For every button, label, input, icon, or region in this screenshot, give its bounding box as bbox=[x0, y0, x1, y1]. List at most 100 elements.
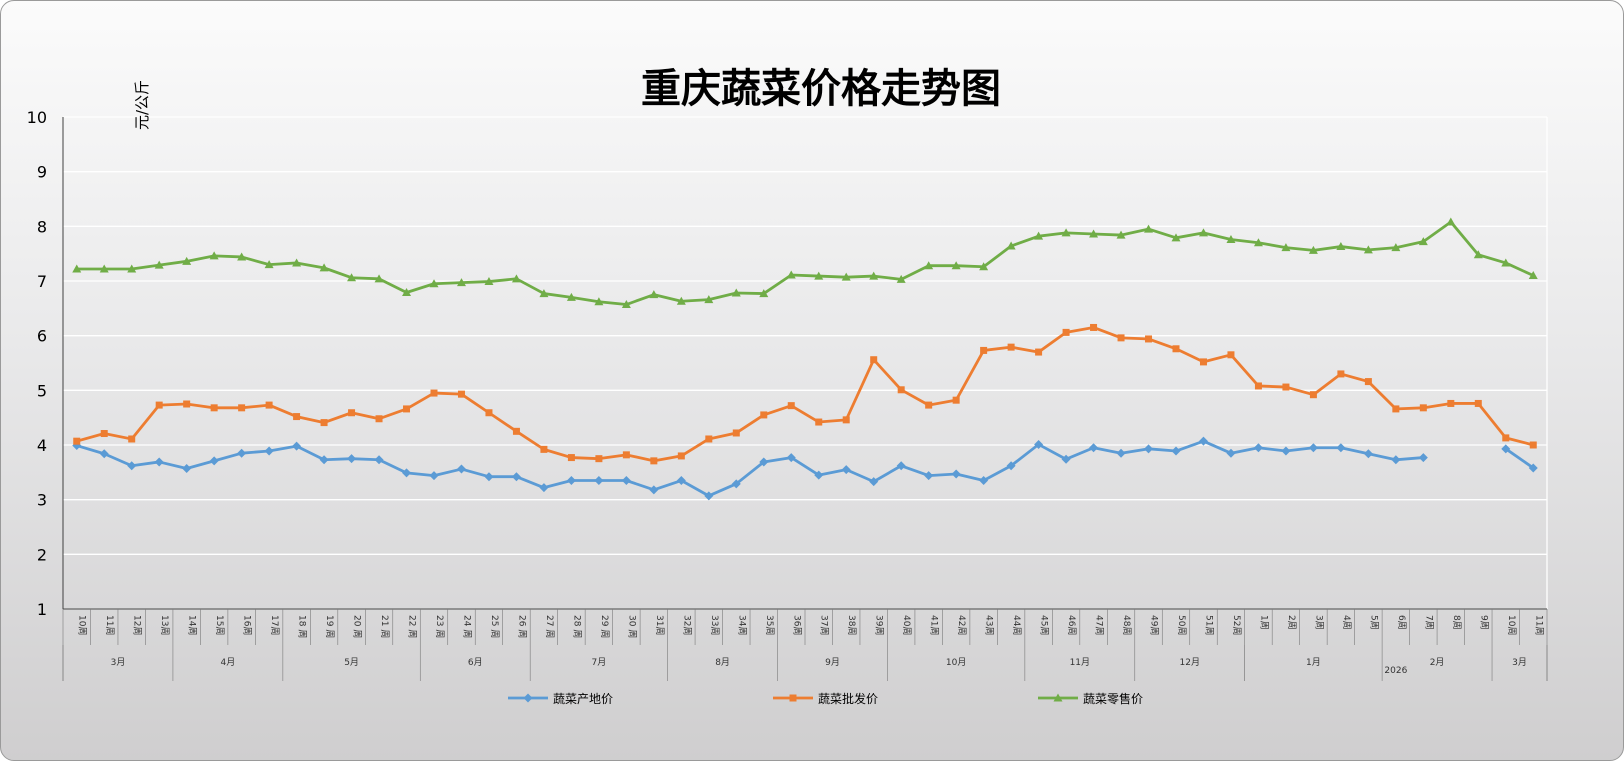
data-point bbox=[1198, 228, 1208, 237]
data-point bbox=[896, 461, 906, 471]
data-point bbox=[1117, 334, 1125, 342]
data-point bbox=[1474, 399, 1482, 407]
data-point bbox=[1501, 258, 1511, 267]
data-point bbox=[319, 455, 329, 465]
data-point bbox=[182, 256, 192, 265]
x-tick-label: 10周 bbox=[1506, 615, 1517, 635]
x-tick-label: 29 周 bbox=[599, 615, 610, 638]
x-tick-label: 20 周 bbox=[352, 615, 363, 638]
x-tick-label: 7周 bbox=[1423, 615, 1434, 630]
month-label: 3月 bbox=[1512, 657, 1527, 668]
data-point bbox=[1007, 343, 1015, 351]
data-point bbox=[1447, 399, 1455, 407]
data-point bbox=[1034, 231, 1044, 240]
data-point bbox=[841, 272, 851, 281]
data-point bbox=[292, 441, 302, 451]
data-point bbox=[841, 465, 851, 475]
x-tick-label: 24 周 bbox=[461, 615, 472, 638]
data-point bbox=[789, 694, 797, 702]
data-point bbox=[1116, 448, 1126, 458]
data-point bbox=[979, 476, 989, 486]
data-point bbox=[1336, 242, 1346, 251]
data-point bbox=[786, 453, 796, 463]
x-tick-label: 15周 bbox=[214, 615, 225, 635]
data-point bbox=[979, 262, 989, 271]
x-tick-label: 30 周 bbox=[626, 615, 637, 638]
data-point bbox=[72, 264, 82, 273]
data-point bbox=[1061, 454, 1071, 464]
legend-item-3: 蔬菜零售价 bbox=[1038, 691, 1143, 706]
y-tick-label: 8 bbox=[37, 217, 47, 236]
data-point bbox=[511, 472, 521, 482]
y-tick-label: 5 bbox=[37, 381, 47, 400]
data-point bbox=[924, 261, 934, 270]
data-point bbox=[567, 454, 575, 462]
data-point bbox=[1171, 233, 1181, 242]
x-tick-label: 9周 bbox=[1478, 615, 1489, 630]
data-point bbox=[1061, 228, 1071, 237]
series-3 bbox=[72, 217, 1538, 309]
legend-label: 蔬菜批发价 bbox=[818, 691, 878, 706]
data-point bbox=[430, 389, 438, 397]
data-point bbox=[99, 449, 109, 459]
legend-label: 蔬菜零售价 bbox=[1083, 691, 1143, 706]
data-point bbox=[264, 446, 274, 456]
x-tick-label: 37周 bbox=[819, 615, 830, 635]
data-point bbox=[1392, 405, 1400, 413]
data-point bbox=[595, 455, 603, 463]
data-point bbox=[815, 418, 823, 426]
data-point bbox=[951, 261, 961, 270]
x-tick-label: 38周 bbox=[846, 615, 857, 635]
data-point bbox=[732, 429, 740, 437]
data-point bbox=[320, 419, 328, 427]
data-point bbox=[1308, 245, 1318, 254]
x-tick-label: 32周 bbox=[681, 615, 692, 635]
data-point bbox=[1198, 436, 1208, 446]
data-point bbox=[209, 456, 219, 466]
data-point bbox=[402, 468, 412, 478]
data-point bbox=[704, 295, 714, 304]
month-label: 6月 bbox=[468, 657, 483, 668]
data-point bbox=[292, 258, 302, 267]
data-point bbox=[1116, 230, 1126, 239]
data-point bbox=[1053, 693, 1063, 702]
data-point bbox=[1062, 328, 1070, 336]
data-point bbox=[1035, 348, 1043, 356]
data-point bbox=[456, 464, 466, 474]
month-label: 5月 bbox=[344, 657, 359, 668]
data-point bbox=[731, 288, 741, 297]
data-point bbox=[512, 427, 520, 435]
data-point bbox=[1226, 234, 1236, 243]
data-point bbox=[484, 472, 494, 482]
x-tick-label: 4周 bbox=[1341, 615, 1352, 630]
y-axis-label: 元/公斤 bbox=[133, 80, 151, 130]
data-point bbox=[1391, 455, 1401, 465]
data-point bbox=[374, 455, 384, 465]
data-point bbox=[511, 274, 521, 283]
data-point bbox=[485, 409, 493, 417]
x-tick-label: 42周 bbox=[956, 615, 967, 635]
data-point bbox=[1419, 404, 1427, 412]
data-point bbox=[731, 479, 741, 489]
month-label: 8月 bbox=[715, 657, 730, 668]
data-point bbox=[1144, 224, 1154, 233]
month-label: 11月 bbox=[1070, 657, 1090, 668]
data-point bbox=[1226, 448, 1236, 458]
data-point bbox=[951, 469, 961, 479]
data-point bbox=[814, 271, 824, 280]
data-point bbox=[429, 279, 439, 288]
y-tick-label: 6 bbox=[37, 327, 47, 346]
y-tick-label: 1 bbox=[37, 600, 47, 619]
month-label: 1月 bbox=[1306, 657, 1321, 668]
data-point bbox=[1364, 378, 1372, 386]
year-label: 2026 bbox=[1384, 666, 1407, 676]
series-line bbox=[76, 439, 1424, 498]
month-label: 9月 bbox=[825, 657, 840, 668]
series-line bbox=[1504, 447, 1535, 470]
data-point bbox=[621, 476, 631, 486]
data-point bbox=[952, 396, 960, 404]
x-tick-label: 25 周 bbox=[489, 615, 500, 638]
data-point bbox=[649, 485, 659, 495]
y-tick-label: 4 bbox=[37, 436, 47, 455]
